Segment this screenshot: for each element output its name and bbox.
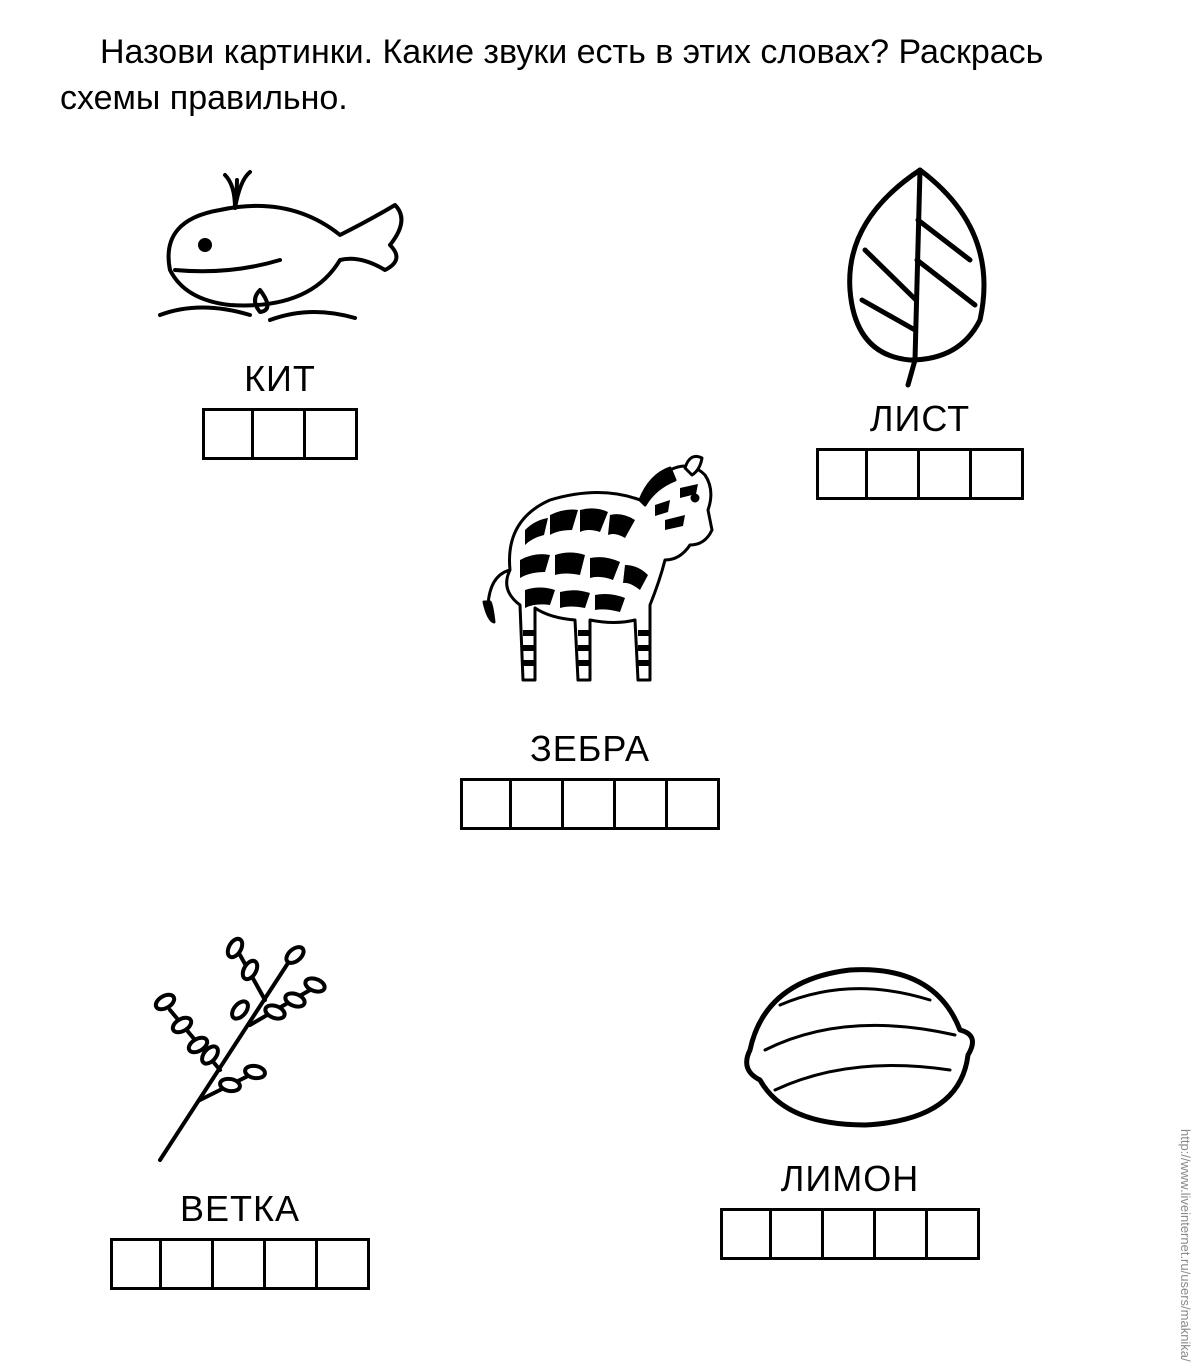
sound-cell[interactable] xyxy=(928,1208,980,1260)
sound-cell[interactable] xyxy=(202,408,254,460)
sound-cell[interactable] xyxy=(920,448,972,500)
sound-cell[interactable] xyxy=(824,1208,876,1260)
sound-cell[interactable] xyxy=(266,1238,318,1290)
sound-cell[interactable] xyxy=(460,778,512,830)
watermark-text: http://www.liveinternet.ru/users/maknika… xyxy=(1178,0,1196,1370)
sound-cell[interactable] xyxy=(868,448,920,500)
sound-cell[interactable] xyxy=(616,778,668,830)
sound-cell[interactable] xyxy=(110,1238,162,1290)
sound-cell[interactable] xyxy=(816,448,868,500)
item-zebra: ЗЕБРА xyxy=(420,420,760,830)
label-zebra: ЗЕБРА xyxy=(420,728,760,770)
sound-cell[interactable] xyxy=(876,1208,928,1260)
boxes-zebra xyxy=(460,778,720,830)
sound-cell[interactable] xyxy=(214,1238,266,1290)
item-leaf: ЛИСТ xyxy=(760,150,1080,500)
sound-cell[interactable] xyxy=(720,1208,772,1260)
boxes-lemon xyxy=(720,1208,980,1260)
label-whale: КИТ xyxy=(130,358,430,400)
whale-icon xyxy=(140,150,420,350)
boxes-leaf xyxy=(816,448,1024,500)
label-branch: ВЕТКА xyxy=(70,1188,410,1230)
sound-cell[interactable] xyxy=(512,778,564,830)
sound-cell[interactable] xyxy=(318,1238,370,1290)
sound-cell[interactable] xyxy=(564,778,616,830)
label-leaf: ЛИСТ xyxy=(760,398,1080,440)
sound-cell[interactable] xyxy=(254,408,306,460)
item-whale: КИТ xyxy=(130,150,430,460)
sound-cell[interactable] xyxy=(162,1238,214,1290)
label-lemon: ЛИМОН xyxy=(680,1158,1020,1200)
sound-cell[interactable] xyxy=(306,408,358,460)
branch-icon xyxy=(100,900,380,1180)
boxes-whale xyxy=(202,408,358,460)
boxes-branch xyxy=(110,1238,370,1290)
item-branch: ВЕТКА xyxy=(70,900,410,1290)
item-lemon: ЛИМОН xyxy=(680,920,1020,1260)
zebra-icon xyxy=(440,420,740,720)
sound-cell[interactable] xyxy=(972,448,1024,500)
leaf-icon xyxy=(800,150,1040,390)
sound-cell[interactable] xyxy=(668,778,720,830)
sound-cell[interactable] xyxy=(772,1208,824,1260)
instructions-text: Назови картинки. Какие звуки есть в этих… xyxy=(60,30,1140,122)
lemon-icon xyxy=(710,920,990,1150)
worksheet-page: Назови картинки. Какие звуки есть в этих… xyxy=(0,0,1200,1370)
